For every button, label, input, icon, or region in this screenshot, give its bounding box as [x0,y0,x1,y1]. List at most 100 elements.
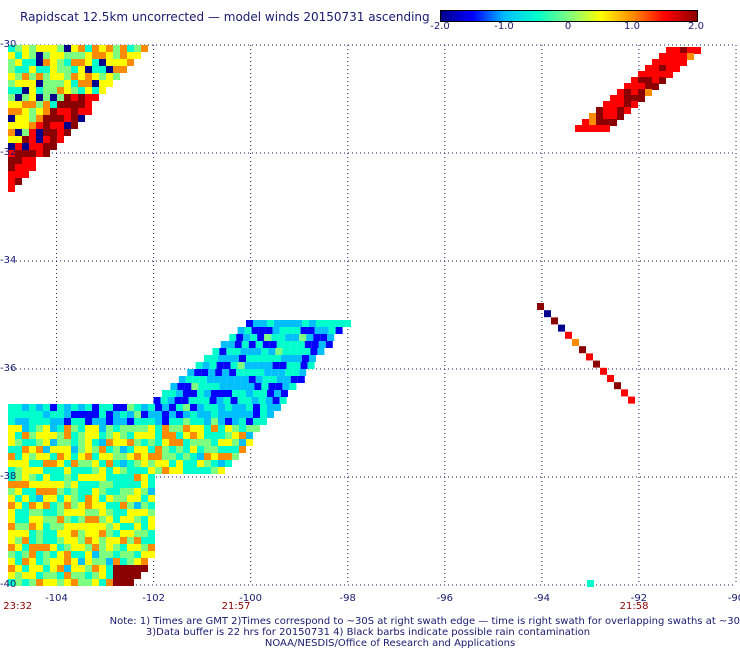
wind-cell [15,80,22,87]
wind-cell [645,65,652,72]
wind-cell [603,107,610,114]
wind-cell [64,404,71,411]
wind-cell [57,446,64,453]
wind-cell [85,467,92,474]
wind-cell [106,404,113,411]
wind-cell [190,446,197,453]
wind-cell [15,544,22,551]
wind-cell [15,488,22,495]
wind-cell [15,404,22,411]
wind-cell [106,572,113,579]
wind-cell [183,411,190,418]
wind-cell [248,341,256,348]
wind-cell [43,502,50,509]
wind-cell [267,355,274,362]
wind-cell [43,572,50,579]
wind-cell [134,509,141,516]
wind-cell [638,83,645,90]
wind-cell [628,396,635,404]
wind-cell [309,355,316,362]
wind-cell [43,80,50,87]
wind-cell [85,87,92,94]
wind-cell [64,439,71,446]
lon-label: -102 [142,593,165,604]
wind-cell [22,115,29,122]
wind-cell [120,439,127,446]
wind-cell [134,481,141,488]
wind-cell [78,101,85,108]
wind-cell [120,544,127,551]
wind-cell [141,467,148,474]
wind-cell [85,488,92,495]
wind-cell [64,488,71,495]
wind-cell [92,551,99,558]
wind-cell [232,439,239,446]
wind-cell [92,481,99,488]
wind-cell [652,77,659,84]
wind-cell [8,488,15,495]
wind-cell [202,362,210,369]
wind-cell [162,390,169,397]
wind-cell [64,481,71,488]
wind-cell [257,369,265,376]
wind-cell [236,334,244,341]
wind-cell [36,404,43,411]
wind-cell [22,59,29,66]
wind-cell [8,467,15,474]
wind-cell [43,418,50,425]
wind-cell [255,376,263,383]
wind-cell [64,108,71,115]
wind-cell [278,334,286,341]
wind-cell [22,108,29,115]
wind-cell [92,52,99,59]
wind-cell [127,516,134,523]
wind-cell [92,80,99,87]
wind-cell [22,101,29,108]
wind-cell [237,327,245,334]
wind-cell [64,579,71,586]
wind-cell [160,397,168,404]
wind-cell [92,404,99,411]
wind-cell [226,383,234,390]
wind-cell [289,383,297,390]
wind-cell [673,59,680,66]
wind-cell [8,80,15,87]
wind-cell [92,446,99,453]
wind-cell [22,432,29,439]
wind-cell [36,453,43,460]
wind-cell [134,558,141,565]
wind-cell [8,171,15,178]
wind-cell [206,376,214,383]
wind-cell [22,572,29,579]
wind-cell [127,565,134,572]
wind-cell [71,45,78,52]
wind-cell [43,73,50,80]
wind-cell [127,404,134,411]
wind-cell [92,467,99,474]
wind-cell [225,355,232,362]
wind-cell [106,523,113,530]
wind-cell [57,411,64,418]
wind-cell [141,404,148,411]
wind-cell [241,376,249,383]
wind-cell [134,572,141,579]
wind-cell [230,362,238,369]
wind-cell [50,467,57,474]
wind-cell [624,89,631,96]
wind-cell [92,418,99,425]
wind-cell [36,509,43,516]
wind-cell [43,143,50,150]
wind-cell [71,418,78,425]
wind-cell [64,59,71,66]
wind-cell [185,376,193,383]
wind-cell [78,523,85,530]
wind-cell [181,397,189,404]
wind-cell [645,89,652,96]
wind-cell [71,565,78,572]
wind-cell [78,94,85,101]
wind-cell [50,530,57,537]
wind-cell [120,52,127,59]
wind-cell [293,362,301,369]
wind-cell [169,418,176,425]
wind-cell [219,383,227,390]
